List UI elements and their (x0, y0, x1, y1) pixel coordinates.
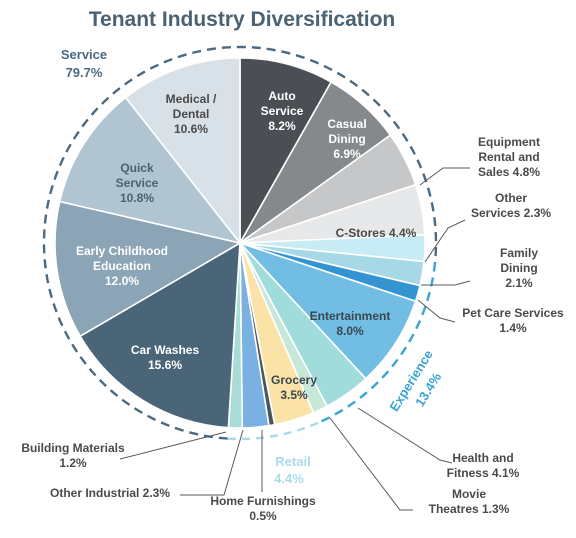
leader-lines (119, 167, 471, 511)
slice-early-childhood-education (54, 200, 241, 337)
label-equipment-rental-and-sales: Equipment Rental and Sales 4.8% (478, 135, 540, 179)
label-building-materials: Building Materials 1.2% (21, 441, 125, 470)
label-entertainment: Entertainment 8.0% (310, 309, 391, 338)
leader-pet-care-services (417, 299, 456, 323)
label-health-and-fitness: Health and Fitness 4.1% (447, 451, 520, 480)
slice-labels: Auto Service 8.2% Casual Dining 6.9% Early Chi… (21, 89, 564, 523)
slice-quick-service (58, 96, 241, 244)
service-outline (42, 45, 438, 440)
label-other-industrial: Other Industrial 2.3% (50, 486, 170, 500)
slice-medical-dental (124, 57, 241, 244)
label-casual-dining: Casual Dining 6.9% (327, 117, 366, 161)
label-c-stores: C-Stores 4.4% (336, 226, 417, 240)
chart-title: Tenant Industry Diversification (89, 8, 396, 31)
leader-health-and-fitness (357, 407, 453, 464)
pie-slices (54, 57, 426, 429)
label-medical-dental: Medical / Dental 10.6% (166, 92, 217, 136)
label-other-services: Other Services 2.3% (471, 191, 551, 220)
label-auto-service: Auto Service 8.2% (261, 89, 304, 133)
group-label-service: Service (61, 47, 107, 62)
label-movie-theatres: Movie Theatres 1.3% (429, 487, 510, 516)
leader-other-services (424, 219, 466, 263)
label-early-childhood-education: Early Childhood Education 12.0% (76, 244, 168, 288)
slice-auto-service (239, 57, 332, 244)
slice-car-washes (79, 242, 241, 429)
label-home-furnishings: Home Furnishings 0.5% (210, 494, 316, 523)
group-outlines (42, 45, 438, 441)
group-label-service-value: 79.7% (66, 65, 103, 80)
label-family-dining: Family Dining 2.1% (500, 246, 538, 290)
leader-other-industrial (180, 429, 244, 496)
slice-entertainment (239, 242, 417, 380)
label-car-washes: Car Washes 15.6% (131, 343, 200, 372)
leader-movie-theatres (329, 417, 413, 511)
leader-equipment-rental-and-sales (419, 167, 470, 186)
group-label-retail-value: 4.4% (274, 471, 304, 486)
retail-outline (227, 421, 319, 441)
experience-outline (317, 262, 437, 424)
label-grocery: Grocery 3.5% (271, 373, 317, 402)
leader-family-dining (421, 280, 471, 286)
label-pet-care-services: Pet Care Services 1.4% (462, 306, 564, 335)
group-label-retail: Retail (275, 454, 310, 469)
label-quick-service: Quick Service 10.8% (116, 161, 159, 205)
leader-building-materials (119, 431, 227, 460)
